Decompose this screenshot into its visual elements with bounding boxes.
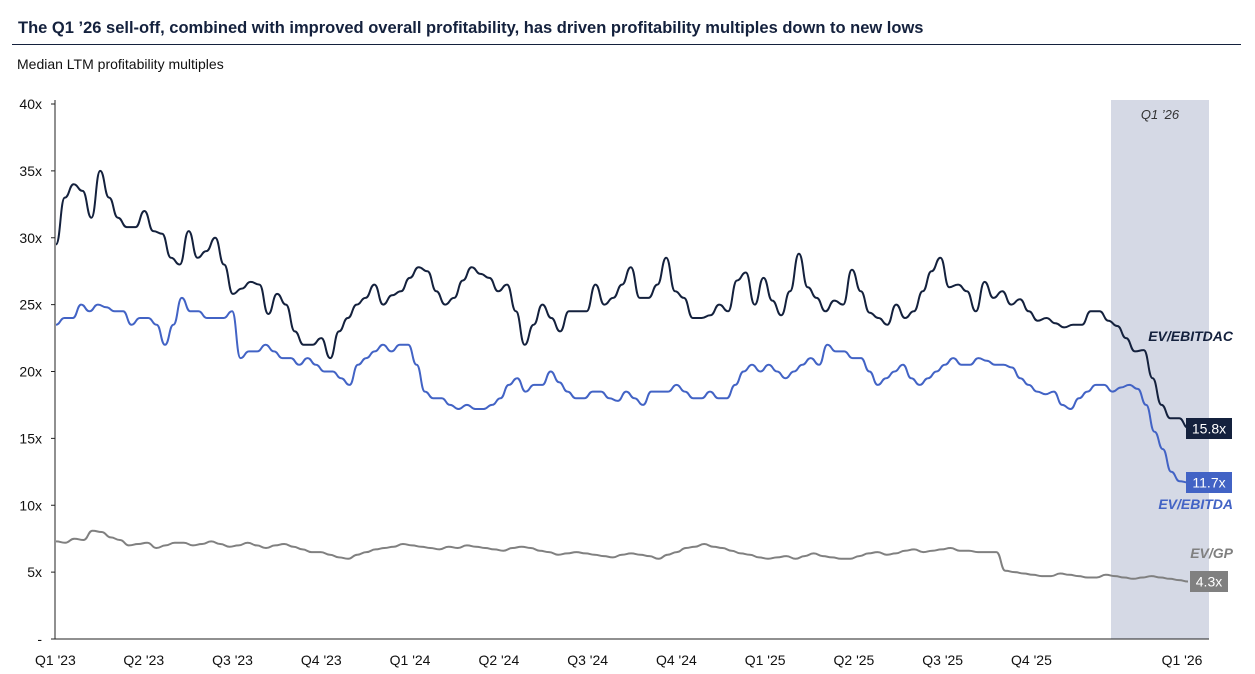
series-name-label: EV/EBITDA	[1158, 496, 1233, 512]
end-value-label: 11.7x	[1192, 475, 1225, 491]
y-tick-label: 15x	[19, 430, 42, 446]
y-tick-label: 30x	[19, 230, 42, 246]
x-tick-label: Q2 '24	[478, 652, 519, 668]
y-tick-label: -	[37, 631, 42, 647]
end-value-label: 4.3x	[1196, 574, 1222, 590]
end-value-label: 15.8x	[1192, 421, 1226, 437]
x-tick-label: Q2 '23	[123, 652, 164, 668]
x-tick-label: Q3 '25	[922, 652, 963, 668]
end-value-badge	[1186, 472, 1232, 493]
series-name-label: EV/EBITDAC	[1148, 328, 1234, 344]
title-divider	[12, 44, 1241, 45]
y-tick-label: 20x	[19, 364, 42, 380]
series-line-ev-ebitdac	[55, 169, 1189, 429]
x-tick-label: Q3 '23	[212, 652, 253, 668]
x-tick-label: Q3 '24	[567, 652, 608, 668]
y-tick-label: 35x	[19, 163, 42, 179]
x-tick-label: Q1 '23	[35, 652, 76, 668]
series-name-label: EV/GP	[1190, 545, 1233, 561]
y-tick-label: 5x	[27, 564, 42, 580]
chart-subtitle: Median LTM profitability multiples	[17, 56, 224, 72]
series-line-ev-gp	[55, 529, 1189, 583]
chart-title: The Q1 ’26 sell-off, combined with impro…	[18, 19, 924, 37]
y-tick-label: 10x	[19, 497, 42, 513]
series-lines	[55, 169, 1189, 583]
x-tick-label: Q2 '25	[834, 652, 875, 668]
x-tick-label: Q1 '24	[390, 652, 431, 668]
end-value-badge	[1186, 418, 1232, 439]
shaded-region-label: Q1 ’26	[1141, 107, 1180, 122]
y-axis: - 5x 10x 15x 20x 25x 30x 35x 40x	[19, 96, 56, 647]
series-labels: EV/EBITDAC 15.8x EV/EBITDA 11.7x EV/GP 4.3x	[1148, 328, 1234, 592]
q1-26-shaded-region	[1111, 100, 1209, 639]
y-tick-label: 40x	[19, 96, 42, 112]
x-axis: Q1 '23 Q2 '23 Q3 '23 Q4 '23 Q1 '24 Q2 '24 Q3 '…	[35, 638, 1209, 668]
end-value-badge	[1190, 571, 1228, 592]
series-line-ev-ebitda	[55, 296, 1189, 484]
x-tick-label: Q1 '26	[1162, 652, 1203, 668]
x-tick-label: Q1 '25	[745, 652, 786, 668]
x-tick-label: Q4 '25	[1011, 652, 1052, 668]
y-tick-label: 25x	[19, 297, 42, 313]
x-tick-label: Q4 '23	[301, 652, 342, 668]
x-tick-label: Q4 '24	[656, 652, 697, 668]
